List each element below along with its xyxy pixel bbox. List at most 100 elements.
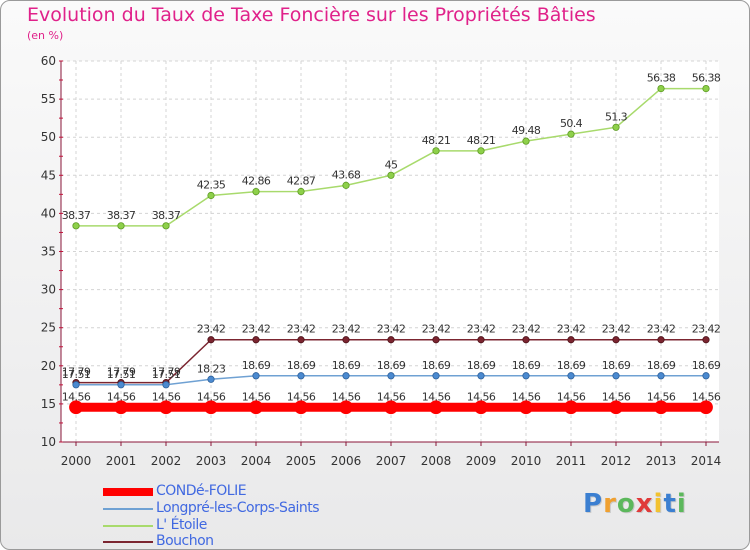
logo-letter: t xyxy=(663,489,677,519)
data-label: 23.42 xyxy=(377,323,406,336)
data-point xyxy=(159,400,173,415)
data-label: 14.56 xyxy=(557,390,586,403)
data-label: 48.21 xyxy=(422,134,451,147)
data-point xyxy=(657,84,665,93)
data-label: 14.56 xyxy=(647,390,676,403)
data-label: 14.56 xyxy=(512,390,541,403)
data-point xyxy=(207,191,215,200)
x-tick-label: 2011 xyxy=(556,454,587,468)
y-tick-label: 15 xyxy=(41,397,56,411)
x-tick-label: 2005 xyxy=(286,454,317,468)
data-point xyxy=(252,372,260,380)
data-point xyxy=(72,222,80,230)
x-tick-label: 2012 xyxy=(601,454,632,468)
logo-letter: P xyxy=(583,489,604,519)
x-tick-label: 2003 xyxy=(196,454,227,468)
y-tick-label: 55 xyxy=(41,92,56,106)
y-tick-label: 45 xyxy=(41,168,56,182)
data-label: 23.42 xyxy=(557,323,586,336)
data-point xyxy=(342,336,350,344)
data-point xyxy=(162,222,170,230)
data-label: 18.23 xyxy=(197,362,226,375)
data-point xyxy=(609,400,623,415)
data-label: 38.37 xyxy=(107,209,136,222)
data-point xyxy=(117,222,125,230)
data-point xyxy=(297,372,305,380)
logo-letter: i xyxy=(653,489,664,519)
data-point xyxy=(249,400,263,415)
data-label: 23.42 xyxy=(647,323,676,336)
legend-label-etoile: L' Étoile xyxy=(156,517,207,533)
data-point xyxy=(522,372,530,380)
data-label: 18.69 xyxy=(377,359,406,372)
data-point xyxy=(564,400,578,415)
x-tick-label: 2008 xyxy=(421,454,452,468)
data-label: 42.35 xyxy=(197,178,226,191)
data-label: 14.56 xyxy=(692,390,721,403)
data-point xyxy=(429,400,443,415)
y-axis-unit-label: (en %) xyxy=(27,29,64,42)
data-point xyxy=(342,181,350,189)
data-point xyxy=(162,381,170,389)
data-label: 17.79 xyxy=(107,366,136,379)
data-label: 14.56 xyxy=(242,390,271,403)
data-point xyxy=(387,336,395,344)
y-tick-label: 35 xyxy=(41,245,56,259)
data-label: 23.42 xyxy=(332,323,361,336)
data-label: 14.56 xyxy=(467,390,496,403)
data-point xyxy=(477,372,485,380)
legend-label-conde-folie: CONDé-FOLIE xyxy=(156,483,247,499)
data-label: 14.56 xyxy=(287,390,316,403)
y-tick-label: 60 xyxy=(41,54,56,68)
data-point xyxy=(657,372,665,380)
data-point xyxy=(522,336,530,344)
y-tick-label: 30 xyxy=(41,283,56,297)
y-tick-label: 50 xyxy=(41,130,56,144)
data-label: 14.56 xyxy=(107,390,136,403)
data-label: 23.42 xyxy=(512,323,541,336)
x-tick-label: 2002 xyxy=(151,454,182,468)
y-tick-label: 10 xyxy=(41,435,56,449)
data-point xyxy=(117,381,125,389)
data-label: 23.42 xyxy=(692,323,721,336)
data-point xyxy=(477,147,485,155)
data-point xyxy=(567,372,575,380)
data-label: 17.51 xyxy=(107,368,136,381)
proxiti-logo: Proxiti xyxy=(583,489,687,519)
data-label: 56.38 xyxy=(647,72,676,85)
data-point xyxy=(432,147,440,155)
data-label: 49.48 xyxy=(512,124,541,137)
data-label: 14.56 xyxy=(197,390,226,403)
data-label: 48.21 xyxy=(467,134,496,147)
data-label: 50.4 xyxy=(560,117,583,130)
data-label: 18.69 xyxy=(332,359,361,372)
data-point xyxy=(432,372,440,380)
data-point xyxy=(297,336,305,344)
data-label: 18.69 xyxy=(557,359,586,372)
data-label: 14.56 xyxy=(332,390,361,403)
y-tick-label: 40 xyxy=(41,206,56,220)
data-point xyxy=(702,336,710,344)
legend-swatch-bouchon xyxy=(103,541,153,543)
data-point xyxy=(297,187,305,196)
data-label: 23.42 xyxy=(197,323,226,336)
data-point xyxy=(567,336,575,344)
data-point xyxy=(702,372,710,380)
data-label: 17.51 xyxy=(152,368,181,381)
data-label: 51.3 xyxy=(605,110,628,123)
x-tick-label: 2001 xyxy=(106,454,137,468)
legend-label-longpre: Longpré-les-Corps-Saints xyxy=(156,500,320,516)
data-label: 42.87 xyxy=(287,175,316,188)
data-label: 18.69 xyxy=(287,359,316,372)
data-point xyxy=(294,400,308,415)
data-label: 38.37 xyxy=(62,209,91,222)
data-label: 56.38 xyxy=(692,72,721,85)
data-label: 23.42 xyxy=(467,323,496,336)
data-point xyxy=(69,400,83,415)
data-point xyxy=(114,400,128,415)
x-tick-label: 2006 xyxy=(331,454,362,468)
data-point xyxy=(432,336,440,344)
data-point xyxy=(339,400,353,415)
